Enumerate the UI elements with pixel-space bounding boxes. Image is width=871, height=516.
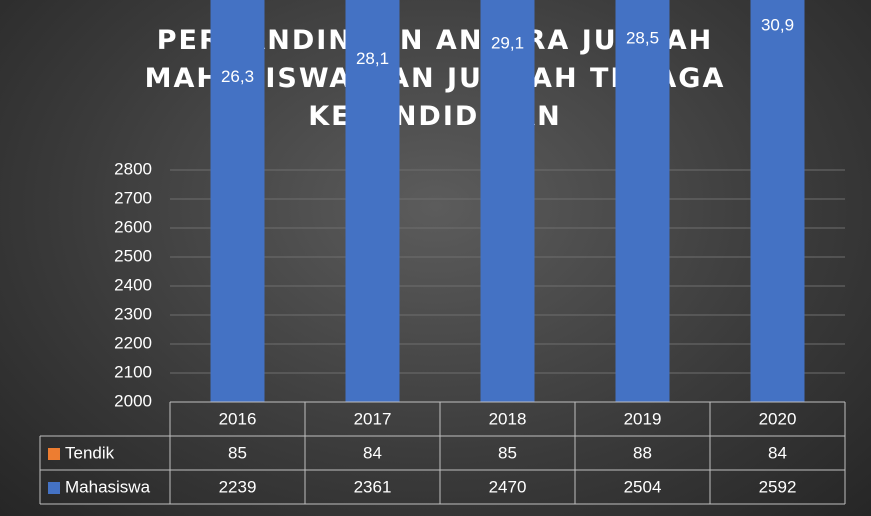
table-cell: 85 [228,443,247,462]
table-cell: 2592 [759,477,797,496]
y-tick-label: 2000 [114,391,152,410]
bar-segment [210,0,265,402]
legend-key [48,448,60,460]
y-tick-label: 2600 [114,217,152,236]
bar-label: 26,3 [221,67,254,86]
table-cell: 2470 [489,477,527,496]
y-tick-label: 2300 [114,304,152,323]
bar-label: 30,9 [761,16,794,35]
bar-label: 28,1 [356,49,389,68]
table-cell: 2504 [624,477,662,496]
x-tick-label: 2018 [489,409,527,428]
bar-segment [615,0,670,402]
y-tick-label: 2100 [114,362,152,381]
table-cell: 84 [768,443,787,462]
bar-segment [750,0,805,402]
table-cell: 84 [363,443,382,462]
y-tick-label: 2500 [114,246,152,265]
legend-key [48,482,60,494]
bar-segment [345,0,400,402]
y-tick-label: 2700 [114,188,152,207]
y-tick-label: 2800 [114,159,152,178]
x-tick-label: 2017 [354,409,392,428]
x-tick-label: 2016 [219,409,257,428]
bar-segment [480,0,535,402]
table-cell: 88 [633,443,652,462]
bar-label: 28,5 [626,28,659,47]
legend-label: Tendik [65,443,115,462]
y-tick-label: 2200 [114,333,152,352]
legend-label: Mahasiswa [65,477,151,496]
x-tick-label: 2020 [759,409,797,428]
bar-label: 29,1 [491,33,524,52]
y-tick-label: 2400 [114,275,152,294]
table-cell: 2239 [219,477,257,496]
table-cell: 2361 [354,477,392,496]
x-tick-label: 2019 [624,409,662,428]
table-cell: 85 [498,443,517,462]
